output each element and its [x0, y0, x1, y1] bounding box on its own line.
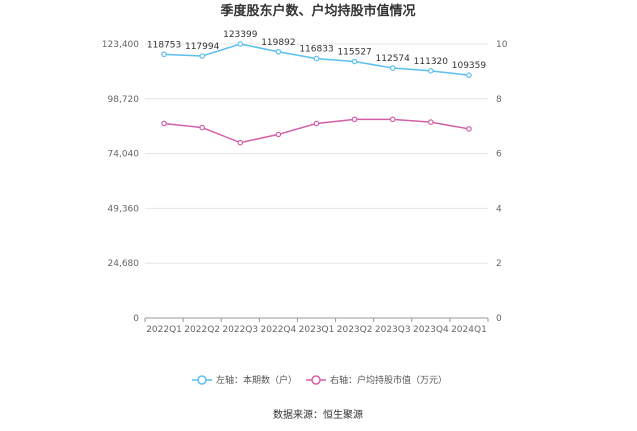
data-label: 117994 [185, 42, 220, 52]
y-left-tick-label: 123,400 [102, 40, 139, 50]
x-tick-label: 2023Q2 [337, 325, 373, 335]
data-point [313, 55, 320, 62]
data-label: 111320 [414, 57, 449, 67]
data-label: 115527 [337, 47, 371, 57]
data-point [161, 51, 167, 58]
data-point [389, 65, 396, 71]
y-right-tick-label: 6 [496, 150, 502, 160]
x-tick-label: 2022Q3 [222, 325, 258, 335]
legend-left-marker [197, 375, 207, 385]
x-tick-label: 2022Q2 [184, 325, 220, 335]
legend-right-label: 右轴：户均持股市值（万元） [330, 374, 447, 386]
data-point [428, 68, 434, 74]
x-tick-label: 2024Q1 [451, 325, 487, 335]
y-right-tick-label: 2 [496, 259, 502, 269]
data-label: 109359 [452, 61, 487, 71]
data-point [389, 116, 396, 123]
y-right-tick-label: 4 [496, 204, 502, 214]
data-point [428, 119, 434, 125]
y-left-tick-label: 0 [133, 314, 139, 324]
data-point [466, 126, 472, 132]
data-point [237, 139, 244, 146]
data-point [199, 124, 205, 131]
x-tick-label: 2023Q4 [413, 325, 449, 335]
y-right-tick-label: 8 [496, 95, 502, 105]
legend-left-label: 左轴：本期数（户） [216, 374, 297, 386]
axes: 0 0 24,680 2 49,360 4 74,040 6 98,720 8 123,400 10 2… [102, 40, 508, 335]
y-left-tick-label: 49,360 [108, 204, 140, 214]
legend-item-right-series[interactable]: 右轴：户均持股市值（万元） [306, 374, 447, 386]
data-point [237, 41, 244, 47]
data-point [351, 116, 358, 123]
data-label: 123399 [223, 30, 258, 40]
series-layer [161, 41, 472, 146]
data-point [161, 120, 167, 127]
data-point [275, 48, 282, 55]
y-left-tick-label: 98,720 [108, 95, 140, 105]
data-label: 116833 [299, 45, 333, 55]
x-tick-label: 2023Q3 [375, 325, 411, 335]
y-left-tick-label: 74,040 [108, 150, 140, 160]
y-left-tick-label: 24,680 [108, 259, 140, 269]
chart-title: 季度股东户数、户均持股市值情况 [219, 3, 415, 19]
grid [145, 43, 488, 264]
legend-item-left-series[interactable]: 左轴：本期数（户） [192, 374, 297, 386]
data-label: 112574 [376, 54, 411, 64]
legend-right-marker [311, 375, 321, 385]
y-right-tick-label: 0 [496, 314, 502, 324]
data-point [199, 53, 205, 59]
data-point [351, 58, 358, 65]
x-tick-label: 2023Q1 [299, 325, 335, 335]
data-label: 119892 [261, 38, 295, 48]
x-tick-label: 2022Q1 [146, 325, 182, 335]
legend[interactable]: 左轴：本期数（户） 右轴：户均持股市值（万元） [192, 374, 447, 386]
y-right-tick-label: 10 [496, 40, 508, 50]
x-tick-label: 2022Q4 [261, 325, 297, 335]
source-note: 数据来源：恒生聚源 [273, 408, 363, 421]
data-point [313, 120, 320, 127]
data-label: 118753 [147, 40, 181, 50]
data-point [466, 72, 472, 78]
data-point [275, 131, 282, 138]
